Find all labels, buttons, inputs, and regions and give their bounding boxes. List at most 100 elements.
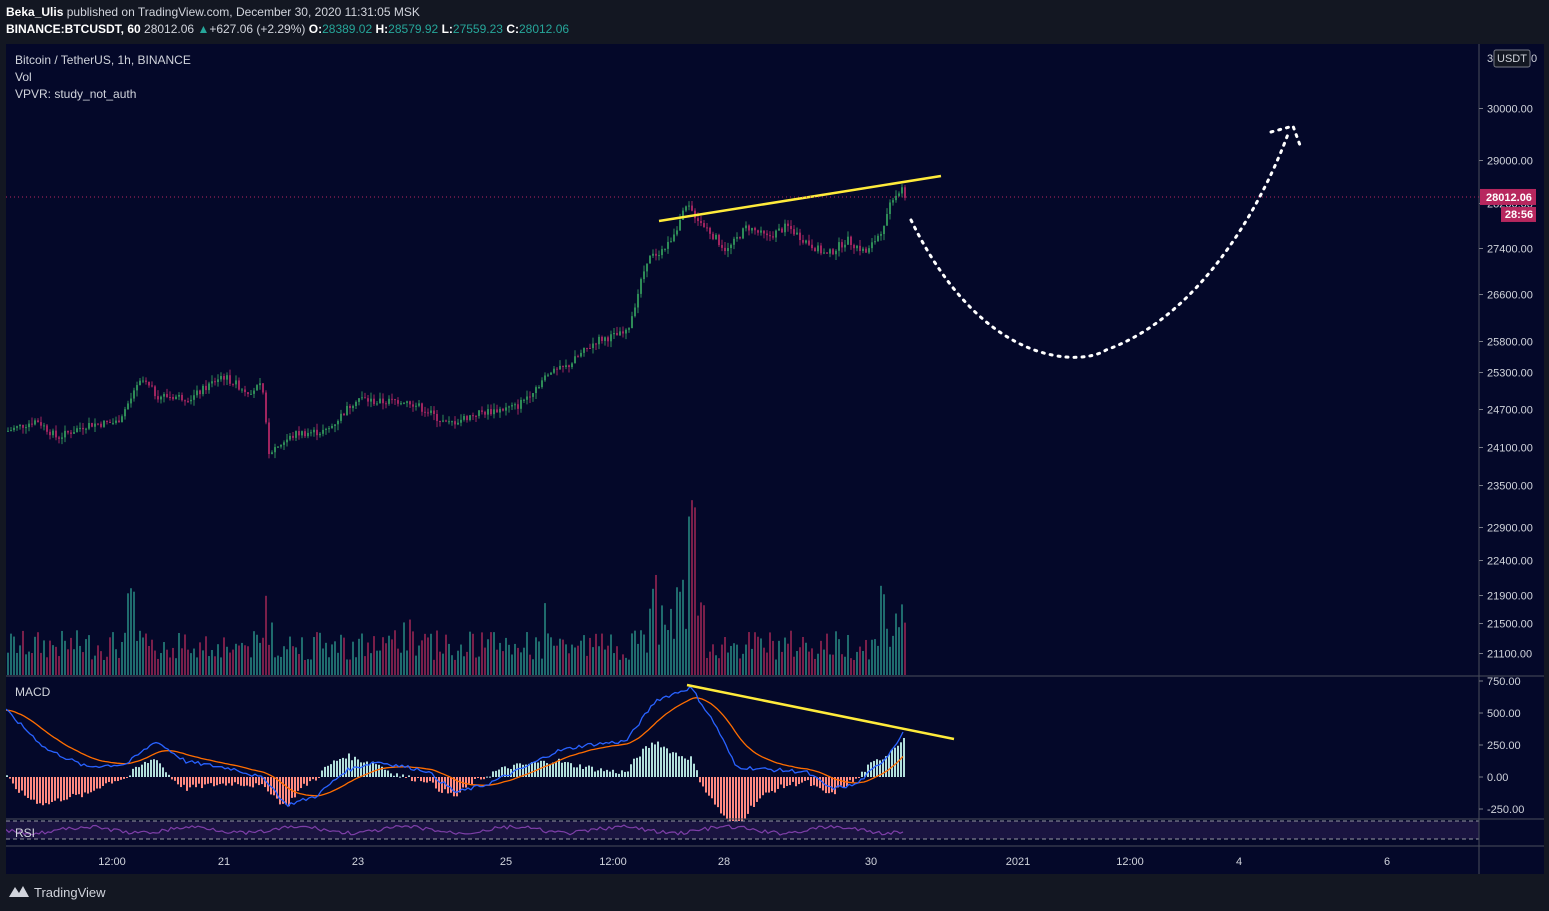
macd-histogram-bar [585, 766, 587, 777]
macd-histogram-bar [681, 756, 683, 777]
currency-button[interactable] [1493, 49, 1531, 68]
macd-histogram-bar [753, 777, 755, 807]
macd-histogram-bar [450, 777, 452, 793]
candle-body [466, 416, 468, 421]
author-name[interactable]: Beka_Ulis [6, 5, 64, 19]
macd-histogram-bar [390, 773, 392, 777]
candle-body [643, 271, 645, 280]
macd-histogram-bar [765, 777, 767, 793]
volume-bar [349, 659, 351, 675]
last-price-badge [1480, 188, 1536, 205]
volume-bar [262, 637, 264, 675]
macd-histogram-bar [21, 777, 23, 791]
volume-bar [277, 655, 279, 675]
macd-histogram-bar [882, 759, 884, 777]
volume-bar [547, 633, 549, 675]
price-tick-label: 25800.00 [1487, 337, 1533, 349]
macd-histogram-bar [174, 777, 176, 781]
candle-body [406, 401, 408, 403]
macd-histogram-bar [384, 769, 386, 777]
macd-histogram-bar [6, 775, 8, 777]
macd-histogram-bar [9, 777, 11, 779]
volume-bar [292, 646, 294, 675]
rsi-legend[interactable]: RSI [15, 826, 36, 840]
candle-body [37, 420, 39, 423]
candle-body [310, 432, 312, 434]
volume-legend[interactable]: Vol [15, 70, 32, 84]
price-trendline[interactable] [658, 174, 942, 223]
volume-bar [406, 650, 408, 675]
candle-body [379, 398, 381, 404]
macd-histogram-bar [90, 777, 92, 793]
candle-body [574, 356, 576, 364]
low-value: 27559.23 [452, 22, 503, 36]
volume-bar [718, 658, 720, 675]
macd-histogram-bar [132, 768, 134, 777]
candle-body [892, 200, 894, 203]
candle-body [568, 365, 570, 368]
vpvr-legend[interactable]: VPVR: study_not_auth [15, 87, 137, 101]
candle-body [622, 331, 624, 334]
volume-bar [268, 644, 270, 675]
candle-body [625, 329, 627, 334]
volume-bar [316, 632, 318, 675]
macd-histogram-bar [615, 773, 617, 777]
candle-body [364, 397, 366, 399]
drawings[interactable] [658, 124, 1303, 741]
volume-bar [637, 643, 639, 675]
volume-bar [502, 651, 504, 675]
volume-bar [187, 649, 189, 675]
macd-histogram-bar [270, 777, 272, 795]
volume-bar [460, 644, 462, 675]
macd-histogram-bar [327, 765, 329, 777]
macd-histogram-bar [48, 777, 50, 805]
volume-bar [70, 637, 72, 675]
candle-body [253, 390, 255, 394]
volume-bar [652, 588, 654, 675]
macd-histogram-bar [831, 777, 833, 793]
macd-histogram-bar [804, 777, 806, 781]
projection-arrowhead[interactable] [1269, 124, 1303, 150]
macd-histogram-bar [747, 777, 749, 814]
volume-bar [97, 645, 99, 675]
volume-bar [220, 657, 222, 675]
macd-histogram-bar [810, 777, 812, 787]
macd-histogram-bar [579, 764, 581, 777]
chart-canvas[interactable]: 30000.0029000.0028200.0027400.0026600.00… [6, 44, 1544, 874]
candle-body [7, 430, 9, 432]
candle-body [721, 245, 723, 248]
macd-histogram-bar [366, 761, 368, 777]
candle-body [496, 409, 498, 413]
macd-legend[interactable]: MACD [15, 685, 51, 699]
volume-bar [649, 608, 651, 675]
macd-histogram-bar [165, 772, 167, 777]
volume-bar [664, 624, 666, 675]
volume-bar [10, 633, 12, 675]
candle-body [265, 392, 267, 423]
macd-histogram-bar [891, 749, 893, 777]
volume-bar [883, 594, 885, 675]
candle-body [241, 389, 243, 391]
symbol-legend[interactable]: Bitcoin / TetherUS, 1h, BINANCE [15, 53, 191, 67]
time-tick-label: 12:00 [98, 856, 126, 868]
volume-bar [139, 630, 141, 675]
macd-histogram-bar [216, 777, 218, 786]
candle-body [295, 431, 297, 438]
macd-histogram-bar [342, 757, 344, 777]
volume-bar [229, 652, 231, 675]
tradingview-logo-icon[interactable] [8, 883, 30, 899]
macd-histogram-bar [666, 748, 668, 777]
volume-bar [142, 637, 144, 675]
candle-body [436, 413, 438, 422]
macd-histogram-bar [240, 777, 242, 786]
chart-panel[interactable]: 30000.0029000.0028200.0027400.0026600.00… [6, 44, 1544, 874]
volume-bar [799, 647, 801, 675]
candle-body [154, 386, 156, 397]
candle-body [355, 401, 357, 407]
close-value: 28012.06 [518, 22, 570, 36]
countdown-label: 28:56 [1505, 209, 1533, 221]
macd-trendline[interactable] [686, 683, 955, 741]
candle-body [535, 387, 537, 394]
brand-name[interactable]: TradingView [34, 885, 106, 900]
projection-path[interactable] [909, 132, 1290, 359]
